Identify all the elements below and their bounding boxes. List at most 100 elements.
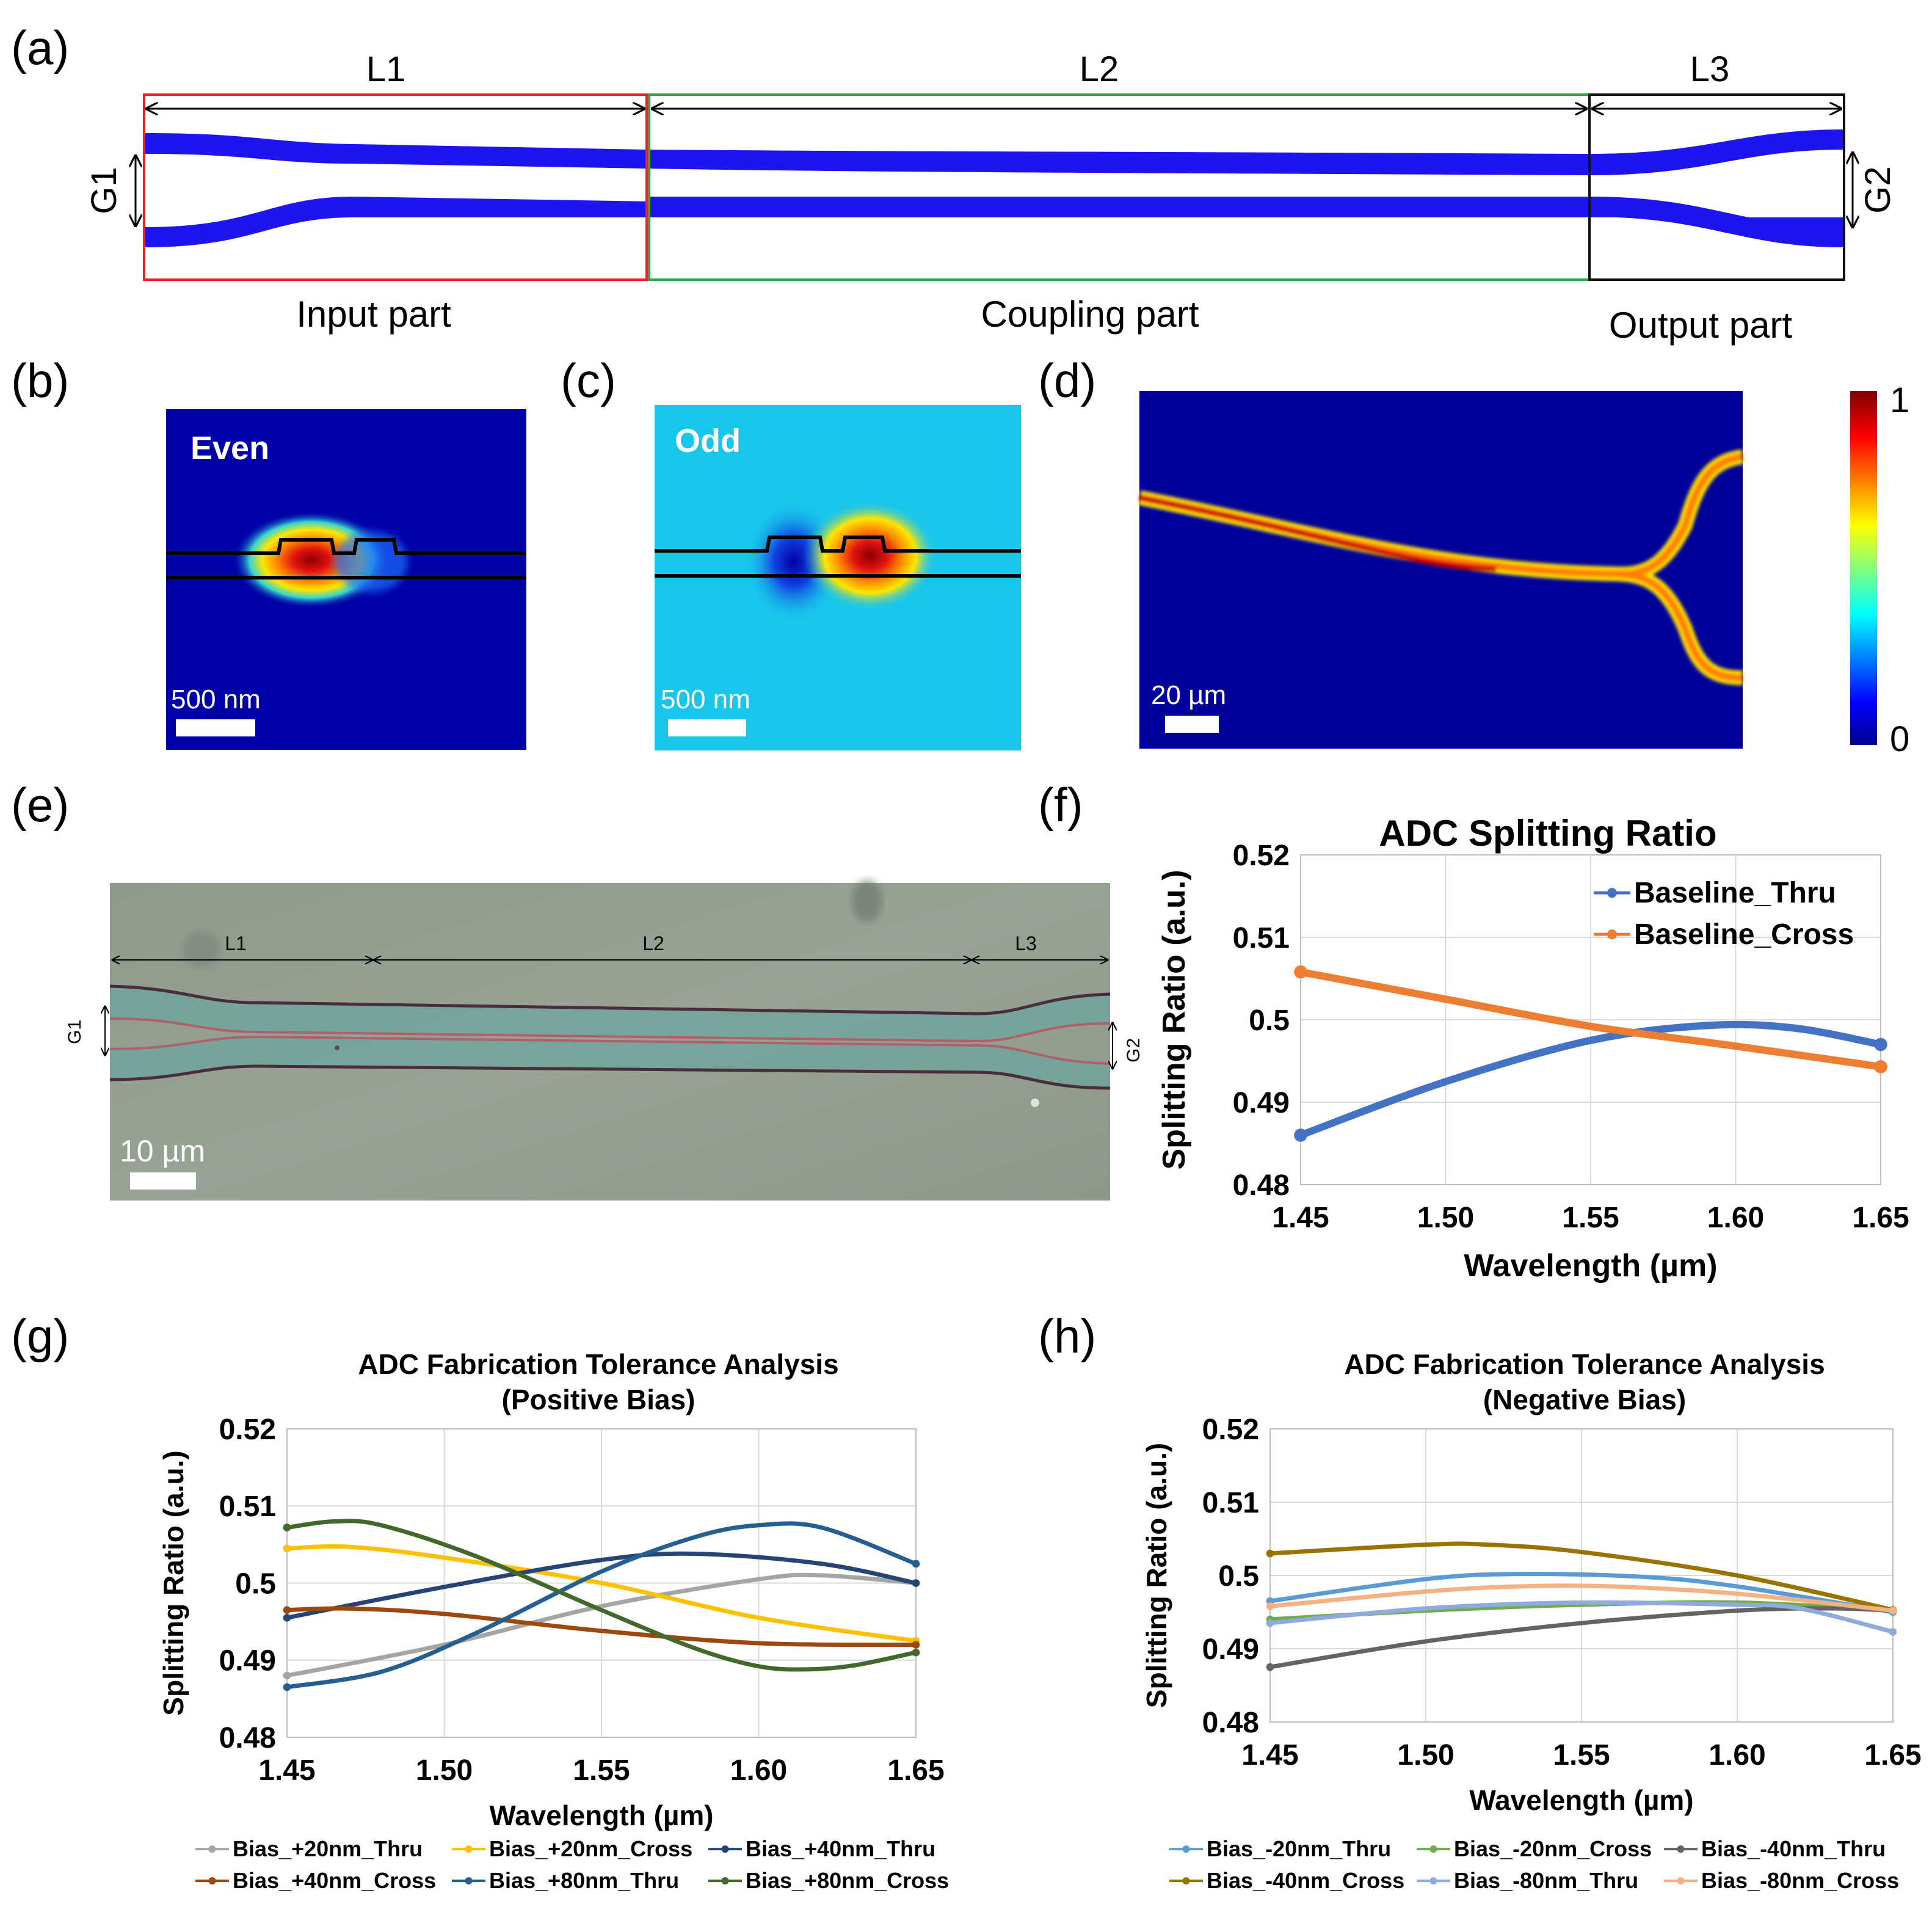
chart-f-xtick: 1.55 [1562, 1202, 1619, 1234]
chart-g-ytick: 0.49 [219, 1645, 276, 1677]
chart-h-series-Bias_-40nm_Thru [1268, 1606, 1895, 1669]
output-part-label: Output part [1609, 305, 1793, 346]
chart-f-point [1874, 1060, 1887, 1073]
chart-f-plot-area [1300, 854, 1881, 1185]
chart-g-subtitle: (Positive Bias) [502, 1384, 695, 1415]
chart-h-legend-marker [1429, 1845, 1437, 1853]
chart-g-ytick: 0.52 [219, 1414, 276, 1446]
chart-g-series-Bias_+40nm_Cross [285, 1606, 918, 1647]
chart-g-point [912, 1560, 920, 1568]
chart-f-legend-marker [1607, 888, 1617, 898]
panel-label-f: (f) [1038, 778, 1083, 832]
field-propagation-panel: 20 µm 1 0 [1138, 380, 1909, 759]
chart-g-legend-marker [465, 1845, 473, 1853]
field-scale-bar [1165, 716, 1219, 733]
chart-h-legend-marker [1182, 1877, 1190, 1885]
chart-f-legend-label: Baseline_Cross [1634, 918, 1854, 951]
chart-g-xtick: 1.50 [416, 1754, 473, 1787]
odd-scale-bar [668, 719, 746, 736]
chart-f-ytick: 0.48 [1233, 1169, 1290, 1202]
g1-label: G1 [84, 167, 124, 214]
chart-h-legend-label: Bias_-20nm_Thru [1207, 1836, 1391, 1861]
chart-g-ylabel: Splitting Ratio (a.u.) [158, 1450, 189, 1715]
chart-h-plot-area [1269, 1428, 1894, 1723]
field-scale-label: 20 µm [1151, 680, 1226, 710]
l3-label: L3 [1690, 49, 1730, 89]
chart-g-point [283, 1524, 291, 1531]
chart-h-point [1266, 1619, 1274, 1627]
micro-g2-label: G2 [1124, 1038, 1144, 1063]
chart-f-legend-label: Baseline_Thru [1634, 877, 1836, 909]
micro-l2-label: L2 [642, 932, 664, 954]
chart-g-series-Bias_+20nm_Cross [285, 1544, 918, 1643]
chart-g-legend-marker [465, 1877, 473, 1885]
chart-g-series-Bias_+20nm_Thru [285, 1572, 918, 1678]
even-mode-label: Even [191, 430, 269, 467]
chart-g-xtick: 1.65 [887, 1754, 944, 1787]
chart-h-point [1266, 1549, 1274, 1558]
output-part-box [1588, 93, 1845, 281]
chart-g-ytick: 0.5 [235, 1568, 276, 1600]
chart-h-xtick: 1.60 [1709, 1739, 1765, 1771]
odd-scale-label: 500 nm [661, 685, 750, 714]
micro-scale-bar [130, 1172, 196, 1190]
chart-h-series-Bias_-20nm_Thru [1268, 1571, 1895, 1615]
chart-h-ytick: 0.5 [1218, 1560, 1259, 1593]
chart-h-point [1266, 1602, 1274, 1610]
chart-g-xtick: 1.55 [573, 1754, 630, 1787]
chart-f-ytick: 0.51 [1233, 922, 1290, 954]
panel-label-b: (b) [11, 354, 69, 407]
chart-f-point [1874, 1037, 1887, 1052]
chart-g-legend-label: Bias_+40nm_Cross [233, 1868, 436, 1893]
chart-h-legend-label: Bias_-80nm_Cross [1701, 1868, 1899, 1893]
colorbar-max: 1 [1890, 380, 1909, 420]
chart-g-ytick: 0.48 [219, 1722, 276, 1754]
chart-h-point [1889, 1607, 1897, 1615]
chart-h-legend-marker [1429, 1877, 1437, 1885]
chart-h-title: ADC Fabrication Tolerance Analysis [1344, 1348, 1825, 1380]
micro-g1-label: G1 [65, 1020, 85, 1044]
chart-g-title: ADC Fabrication Tolerance Analysis [358, 1348, 838, 1380]
chart-h-series-Bias_-40nm_Cross [1268, 1541, 1895, 1612]
chart-g-point [283, 1614, 291, 1622]
micro-l1-label: L1 [225, 932, 247, 954]
even-scale-bar [176, 719, 255, 736]
chart-f-xtick: 1.50 [1417, 1202, 1474, 1234]
chart-f-xtick: 1.45 [1272, 1202, 1329, 1234]
chart-g-series-Bias_+40nm_Thru [285, 1551, 918, 1620]
l1-label: L1 [366, 49, 406, 89]
micrograph-panel: L1 L2 L3 G1 G2 10 µm [65, 879, 1144, 1201]
chart-g: 1.45 1.50 1.55 1.60 1.65 0.48 0.49 0.5 0.51 0.52 A… [158, 1348, 949, 1893]
chart-g-series-Bias_+80nm_Thru [285, 1521, 918, 1690]
colorbar-min: 0 [1890, 719, 1909, 759]
chart-f-xtick: 1.60 [1707, 1202, 1764, 1234]
g2-label: G2 [1858, 166, 1898, 213]
chart-h-ytick: 0.52 [1202, 1414, 1259, 1446]
chart-h-point [1266, 1663, 1274, 1671]
colorbar [1850, 391, 1877, 745]
chart-h-legend-marker [1182, 1845, 1190, 1853]
chart-g-xtick: 1.60 [730, 1754, 787, 1787]
coupling-part-box [648, 93, 1591, 281]
chart-f-ylabel: Splitting Ratio (a.u.) [1157, 870, 1192, 1169]
coupling-part-label: Coupling part [981, 294, 1199, 335]
chart-h-ytick: 0.49 [1202, 1633, 1259, 1666]
chart-g-series-Bias_+80nm_Cross [285, 1519, 918, 1672]
chart-h-legend-label: Bias_-40nm_Cross [1207, 1868, 1404, 1893]
micro-l3-label: L3 [1015, 932, 1037, 954]
chart-g-legend-label: Bias_+80nm_Thru [489, 1868, 679, 1893]
chart-g-legend-label: Bias_+80nm_Cross [746, 1868, 949, 1893]
chart-g-legend-marker [208, 1877, 216, 1885]
panel-label-c: (c) [561, 354, 616, 407]
chart-h-series-Bias_-80nm_Thru [1268, 1600, 1895, 1634]
chart-g-xlabel: Wavelength (µm) [489, 1800, 713, 1831]
chart-g-xtick: 1.45 [258, 1754, 315, 1787]
chart-f-point [1294, 1128, 1307, 1142]
chart-h-xlabel: Wavelength (µm) [1469, 1784, 1693, 1816]
even-scale-label: 500 nm [171, 685, 261, 714]
chart-f-legend-marker [1607, 929, 1617, 940]
chart-g-point [912, 1648, 920, 1657]
chart-g-legend-label: Bias_+20nm_Cross [489, 1836, 692, 1861]
chart-g-point [912, 1579, 920, 1587]
